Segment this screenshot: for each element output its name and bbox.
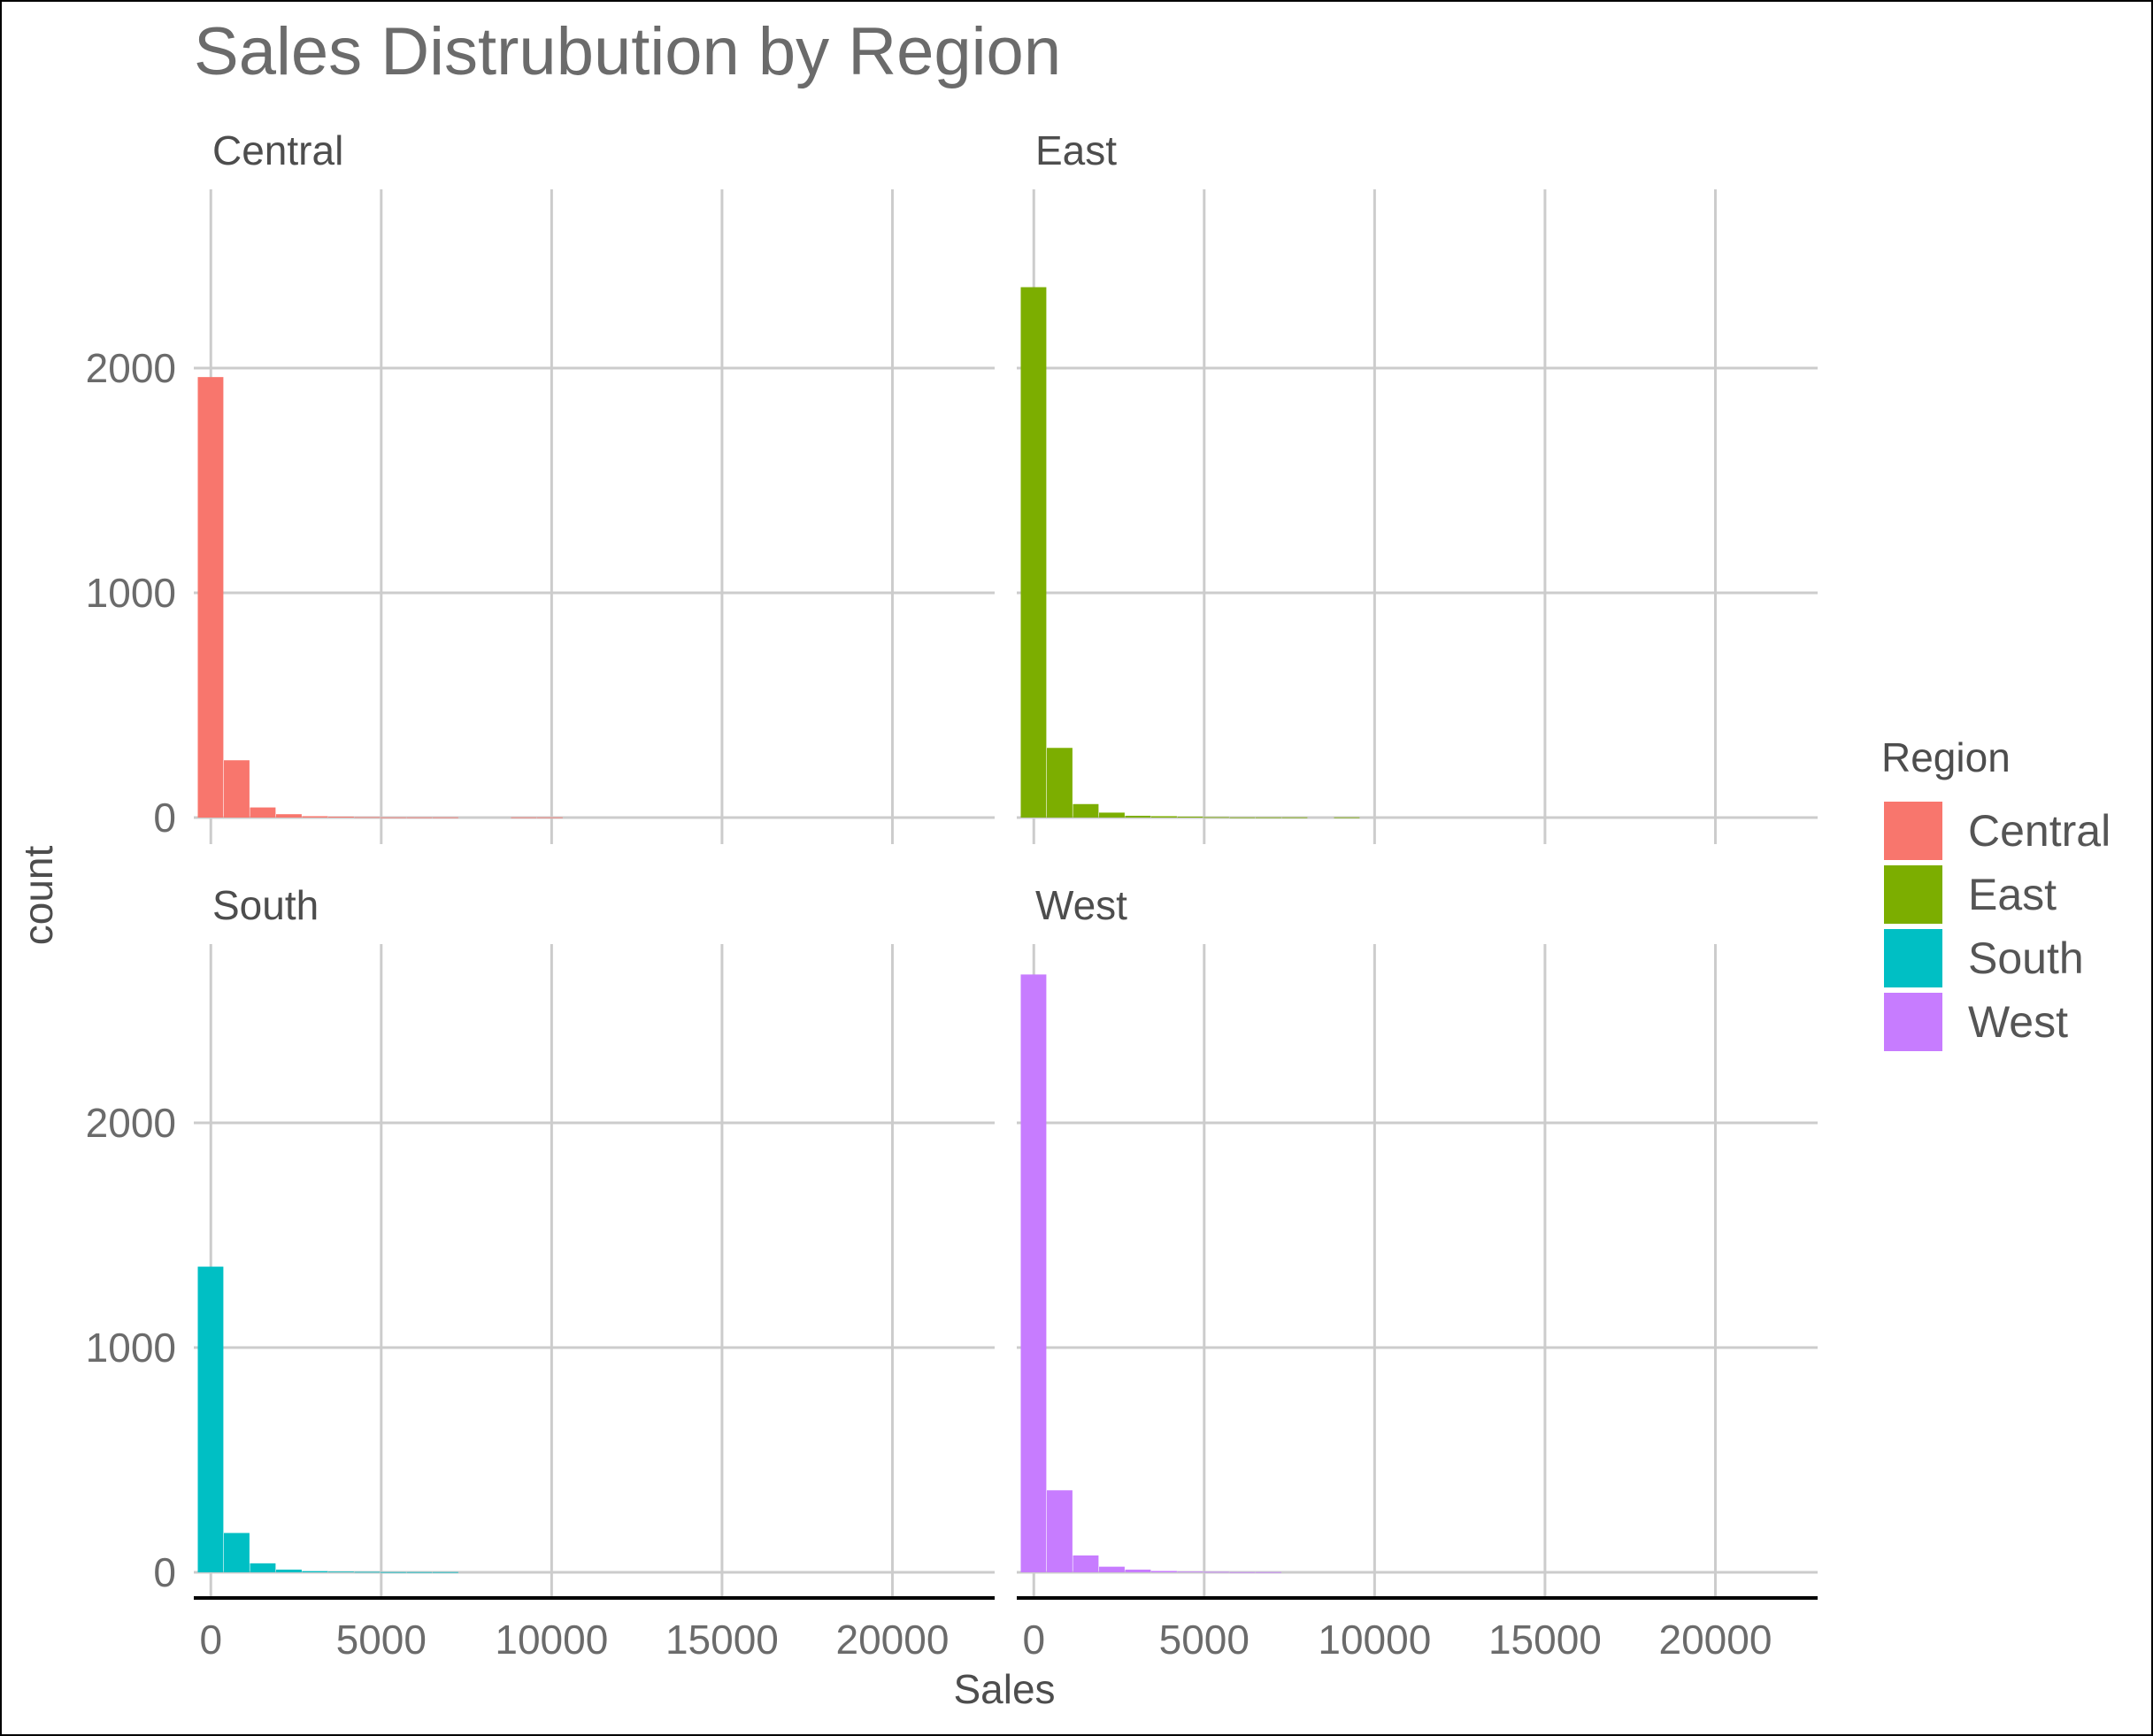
histogram-bar <box>250 807 276 818</box>
histogram-bar <box>1229 1571 1256 1573</box>
histogram-bar <box>1203 1571 1229 1573</box>
histogram-bar <box>1047 1490 1073 1572</box>
x-tick-label: 10000 <box>495 1617 608 1663</box>
x-tick-label: 20000 <box>1659 1617 1772 1663</box>
x-tick-label: 0 <box>199 1617 222 1663</box>
x-tick-label: 15000 <box>1488 1617 1602 1663</box>
x-tick-label: 15000 <box>665 1617 779 1663</box>
y-tick-label: 0 <box>153 1549 176 1595</box>
y-tick-label: 0 <box>153 795 176 841</box>
y-tick-label: 1000 <box>86 570 176 616</box>
legend-swatch-east <box>1884 865 1942 924</box>
legend-label-south: South <box>1968 933 2084 983</box>
histogram-bar <box>354 1571 381 1573</box>
legend-label-west: West <box>1968 997 2068 1047</box>
histogram-bar <box>1255 1571 1281 1573</box>
x-tick-label: 5000 <box>1159 1617 1250 1663</box>
facet-panel-east: East <box>1017 127 1818 844</box>
histogram-bar <box>1020 287 1047 818</box>
histogram-bar <box>302 1571 328 1572</box>
legend-label-central: Central <box>1968 806 2111 856</box>
x-tick-label: 10000 <box>1318 1617 1431 1663</box>
histogram-bar <box>1099 812 1125 818</box>
histogram-bar <box>1151 816 1177 818</box>
histogram-bar <box>250 1563 276 1572</box>
histogram-bar <box>276 814 302 818</box>
facet-label-east: East <box>1035 127 1117 173</box>
chart-title: Sales Distrubution by Region <box>194 14 1061 89</box>
histogram-bar <box>1125 1569 1151 1572</box>
histogram-bar <box>1020 974 1047 1572</box>
histogram-bar <box>197 1266 224 1572</box>
x-axis-title: Sales <box>953 1666 1055 1712</box>
x-tick-label: 20000 <box>836 1617 950 1663</box>
facet-panel-central: Central 0 1000 2000 <box>86 127 995 844</box>
legend-label-east: East <box>1968 870 2057 919</box>
histogram-bar <box>1203 817 1229 818</box>
histogram-bar <box>1073 803 1099 818</box>
histogram-bar <box>224 760 250 818</box>
y-axis-title: count <box>15 846 61 946</box>
facet-panel-west: West 0 5000 10000 15000 20000 <box>1017 882 1818 1663</box>
histogram-bar <box>354 817 381 818</box>
legend-swatch-south <box>1884 929 1942 987</box>
histogram-bar <box>1177 1571 1203 1573</box>
x-tick-label: 5000 <box>336 1617 427 1663</box>
facet-label-west: West <box>1035 882 1127 928</box>
histogram-bar <box>1047 748 1073 818</box>
x-tick-label: 0 <box>1022 1617 1045 1663</box>
histogram-bar <box>1073 1555 1099 1572</box>
y-tick-label: 2000 <box>86 1100 176 1146</box>
histogram-bar <box>1151 1571 1177 1572</box>
facet-label-south: South <box>212 882 319 928</box>
histogram-bar <box>302 816 328 818</box>
legend-title: Region <box>1881 734 2011 780</box>
histogram-bar <box>406 1571 433 1573</box>
legend-swatch-central <box>1884 802 1942 860</box>
histogram-bar <box>1099 1566 1125 1572</box>
facet-label-central: Central <box>212 127 343 173</box>
histogram-bar <box>380 1571 406 1573</box>
histogram-bar <box>1177 816 1203 818</box>
histogram-bar <box>1125 815 1151 818</box>
histogram-bar <box>224 1532 250 1572</box>
legend: Central East South West <box>1884 802 2111 1051</box>
histogram-bar <box>197 377 224 818</box>
histogram-bar <box>328 816 354 818</box>
y-tick-label: 1000 <box>86 1325 176 1371</box>
histogram-bar <box>432 1571 458 1573</box>
y-tick-label: 2000 <box>86 345 176 391</box>
histogram-bar <box>276 1569 302 1572</box>
histogram-bar <box>328 1571 354 1573</box>
legend-swatch-west <box>1884 993 1942 1051</box>
